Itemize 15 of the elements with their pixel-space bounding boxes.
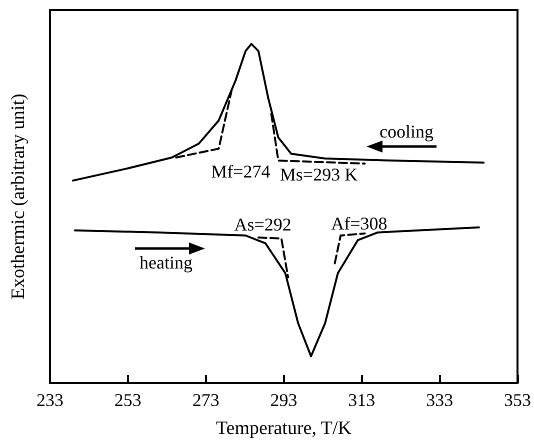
annotation: Af=308 [331, 213, 388, 234]
annotation: heating [140, 252, 192, 273]
x-tick-label: 313 [348, 390, 376, 410]
y-axis-title: Exothermic (arbitrary unit) [8, 94, 29, 300]
x-tick-label: 353 [504, 390, 531, 410]
annotation: As=292 [234, 214, 292, 235]
x-tick-label: 273 [192, 390, 220, 410]
x-tick-label: 293 [270, 390, 298, 410]
x-tick-label: 233 [36, 390, 64, 410]
x-axis-title: Temperature, T/K [216, 418, 352, 439]
annotation: cooling [380, 122, 434, 142]
x-tick-label: 253 [114, 390, 142, 410]
annotation: Mf=274 [211, 162, 270, 182]
annotation: Ms=293 K [280, 164, 358, 185]
x-tick-label: 333 [426, 390, 454, 410]
